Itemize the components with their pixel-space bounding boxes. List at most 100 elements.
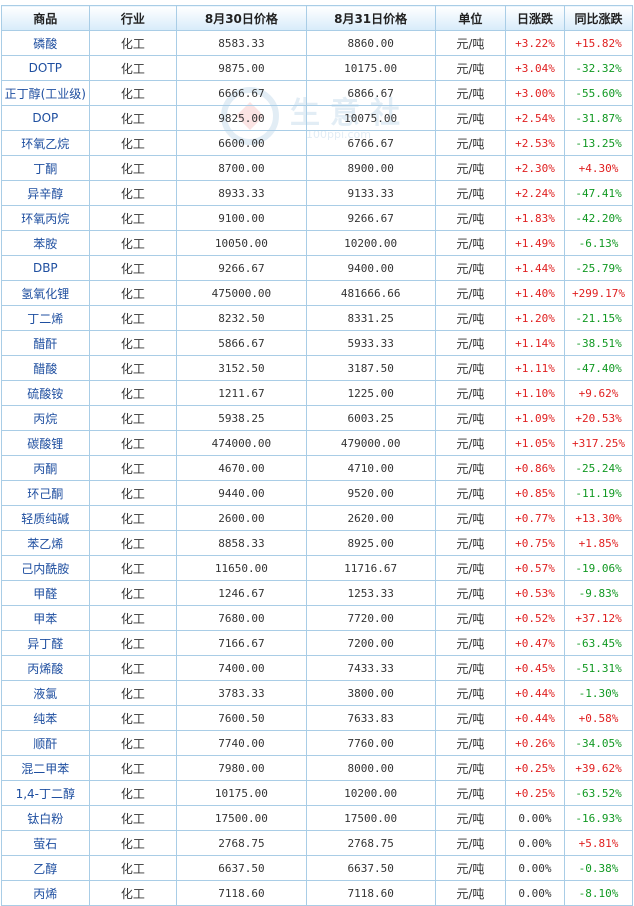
daily-change-cell: +0.44% xyxy=(504,680,566,706)
daily-change-cell: 0.00% xyxy=(504,830,566,856)
table-row: 正丁醇(工业级) 化工 6666.67 6866.67 元/吨 +3.00% -55.60% xyxy=(1,80,633,106)
price-aug31-cell: 11716.67 xyxy=(305,555,436,581)
price-aug30-cell: 8232.50 xyxy=(176,305,307,331)
price-table: 商品 行业 8月30日价格 8月31日价格 单位 日涨跌 同比涨跌 磷酸 化工 85… xyxy=(1,5,633,906)
daily-change-cell: +0.45% xyxy=(504,655,566,681)
commodity-link[interactable]: 1,4-丁二醇 xyxy=(1,780,90,806)
commodity-link[interactable]: 磷酸 xyxy=(1,30,90,56)
commodity-link[interactable]: 丙烯酸 xyxy=(1,655,90,681)
price-aug30-cell: 7400.00 xyxy=(176,655,307,681)
table-row: 异丁醛 化工 7166.67 7200.00 元/吨 +0.47% -63.45% xyxy=(1,630,633,656)
commodity-link[interactable]: 正丁醇(工业级) xyxy=(1,80,90,106)
price-aug30-cell: 7740.00 xyxy=(176,730,307,756)
yoy-change-cell: -63.52% xyxy=(564,780,633,806)
price-aug31-cell: 6637.50 xyxy=(305,855,436,881)
commodity-link[interactable]: DOTP xyxy=(1,55,90,81)
industry-cell: 化工 xyxy=(88,480,178,506)
industry-cell: 化工 xyxy=(88,780,178,806)
commodity-link[interactable]: 环己酮 xyxy=(1,480,90,506)
price-aug30-cell: 6666.67 xyxy=(176,80,307,106)
unit-cell: 元/吨 xyxy=(434,155,506,181)
commodity-link[interactable]: 液氯 xyxy=(1,680,90,706)
commodity-link[interactable]: 丙酮 xyxy=(1,455,90,481)
commodity-link[interactable]: 纯苯 xyxy=(1,705,90,731)
daily-change-cell: +3.22% xyxy=(504,30,566,56)
price-aug31-cell: 10200.00 xyxy=(305,780,436,806)
industry-cell: 化工 xyxy=(88,830,178,856)
yoy-change-cell: -8.10% xyxy=(564,880,633,906)
daily-change-cell: +0.77% xyxy=(504,505,566,531)
industry-cell: 化工 xyxy=(88,805,178,831)
commodity-link[interactable]: DOP xyxy=(1,105,90,131)
unit-cell: 元/吨 xyxy=(434,130,506,156)
unit-cell: 元/吨 xyxy=(434,30,506,56)
price-aug31-cell: 8900.00 xyxy=(305,155,436,181)
yoy-change-cell: -21.15% xyxy=(564,305,633,331)
yoy-change-cell: +13.30% xyxy=(564,505,633,531)
yoy-change-cell: -47.40% xyxy=(564,355,633,381)
table-body: 磷酸 化工 8583.33 8860.00 元/吨 +3.22% +15.82% DOTP 化工… xyxy=(1,30,633,906)
price-aug30-cell: 7166.67 xyxy=(176,630,307,656)
daily-change-cell: 0.00% xyxy=(504,880,566,906)
commodity-link[interactable]: 苯胺 xyxy=(1,230,90,256)
industry-cell: 化工 xyxy=(88,205,178,231)
commodity-link[interactable]: 环氧乙烷 xyxy=(1,130,90,156)
unit-cell: 元/吨 xyxy=(434,755,506,781)
price-aug30-cell: 8583.33 xyxy=(176,30,307,56)
commodity-link[interactable]: 异辛醇 xyxy=(1,180,90,206)
yoy-change-cell: +299.17% xyxy=(564,280,633,306)
industry-cell: 化工 xyxy=(88,605,178,631)
unit-cell: 元/吨 xyxy=(434,830,506,856)
yoy-change-cell: -42.20% xyxy=(564,205,633,231)
price-aug31-cell: 2620.00 xyxy=(305,505,436,531)
industry-cell: 化工 xyxy=(88,80,178,106)
commodity-link[interactable]: 氢氧化锂 xyxy=(1,280,90,306)
price-aug30-cell: 7118.60 xyxy=(176,880,307,906)
commodity-link[interactable]: 乙醇 xyxy=(1,855,90,881)
industry-cell: 化工 xyxy=(88,255,178,281)
daily-change-cell: +0.26% xyxy=(504,730,566,756)
commodity-link[interactable]: 甲苯 xyxy=(1,605,90,631)
daily-change-cell: +1.05% xyxy=(504,430,566,456)
commodity-link[interactable]: 醋酐 xyxy=(1,330,90,356)
yoy-change-cell: -25.79% xyxy=(564,255,633,281)
commodity-link[interactable]: 硫酸铵 xyxy=(1,380,90,406)
commodity-link[interactable]: 醋酸 xyxy=(1,355,90,381)
price-aug31-cell: 7633.83 xyxy=(305,705,436,731)
table-row: 钛白粉 化工 17500.00 17500.00 元/吨 0.00% -16.93% xyxy=(1,805,633,831)
commodity-link[interactable]: 萤石 xyxy=(1,830,90,856)
commodity-link[interactable]: 钛白粉 xyxy=(1,805,90,831)
commodity-link[interactable]: 丁二烯 xyxy=(1,305,90,331)
commodity-link[interactable]: 苯乙烯 xyxy=(1,530,90,556)
yoy-change-cell: -13.25% xyxy=(564,130,633,156)
yoy-change-cell: +0.58% xyxy=(564,705,633,731)
price-aug30-cell: 9825.00 xyxy=(176,105,307,131)
industry-cell: 化工 xyxy=(88,30,178,56)
price-aug30-cell: 5866.67 xyxy=(176,330,307,356)
commodity-link[interactable]: 丙烷 xyxy=(1,405,90,431)
table-row: 丙烯酸 化工 7400.00 7433.33 元/吨 +0.45% -51.31% xyxy=(1,655,633,681)
price-aug30-cell: 9875.00 xyxy=(176,55,307,81)
daily-change-cell: +0.86% xyxy=(504,455,566,481)
commodity-link[interactable]: 顺酐 xyxy=(1,730,90,756)
commodity-link[interactable]: 轻质纯碱 xyxy=(1,505,90,531)
daily-change-cell: +1.20% xyxy=(504,305,566,331)
commodity-link[interactable]: 碳酸锂 xyxy=(1,430,90,456)
commodity-link[interactable]: 丁酮 xyxy=(1,155,90,181)
table-row: 萤石 化工 2768.75 2768.75 元/吨 0.00% +5.81% xyxy=(1,830,633,856)
commodity-link[interactable]: 混二甲苯 xyxy=(1,755,90,781)
industry-cell: 化工 xyxy=(88,655,178,681)
commodity-link[interactable]: 异丁醛 xyxy=(1,630,90,656)
price-aug30-cell: 6600.00 xyxy=(176,130,307,156)
yoy-change-cell: +317.25% xyxy=(564,430,633,456)
commodity-link[interactable]: 环氧丙烷 xyxy=(1,205,90,231)
commodity-link[interactable]: 甲醛 xyxy=(1,580,90,606)
commodity-link[interactable]: 丙烯 xyxy=(1,880,90,906)
commodity-link[interactable]: 己内酰胺 xyxy=(1,555,90,581)
table-row: 硫酸铵 化工 1211.67 1225.00 元/吨 +1.10% +9.62% xyxy=(1,380,633,406)
unit-cell: 元/吨 xyxy=(434,455,506,481)
yoy-change-cell: -32.32% xyxy=(564,55,633,81)
price-aug30-cell: 9266.67 xyxy=(176,255,307,281)
commodity-link[interactable]: DBP xyxy=(1,255,90,281)
unit-cell: 元/吨 xyxy=(434,180,506,206)
